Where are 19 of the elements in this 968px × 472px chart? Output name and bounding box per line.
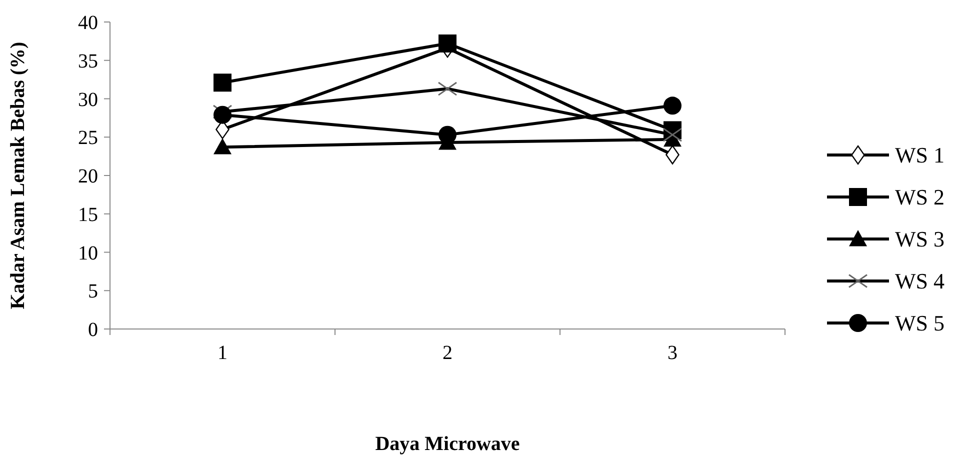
y-tick-label: 20 — [78, 166, 98, 188]
y-tick-label: 35 — [78, 50, 98, 72]
y-tick-label: 30 — [78, 88, 98, 111]
legend-label: WS 1 — [895, 142, 944, 168]
x-tick-label: 3 — [668, 342, 678, 364]
y-tick-label: 40 — [78, 12, 98, 34]
y-tick-label: 5 — [88, 280, 98, 303]
y-axis-title: Kadar Asam Lemak Bebas (%) — [7, 42, 29, 310]
x-tick-label: 1 — [218, 342, 228, 364]
x-axis-title: Daya Microwave — [375, 433, 520, 455]
x-tick-label: 2 — [442, 342, 452, 364]
y-tick-label: 25 — [78, 127, 98, 150]
legend-label: WS 5 — [895, 310, 944, 336]
legend-label: WS 4 — [895, 268, 944, 294]
y-tick-label: 10 — [78, 242, 98, 264]
legend-label: WS 2 — [895, 184, 944, 210]
y-tick-label: 15 — [78, 204, 98, 226]
y-tick-label: 0 — [88, 319, 98, 341]
legend-label: WS 3 — [895, 226, 944, 252]
